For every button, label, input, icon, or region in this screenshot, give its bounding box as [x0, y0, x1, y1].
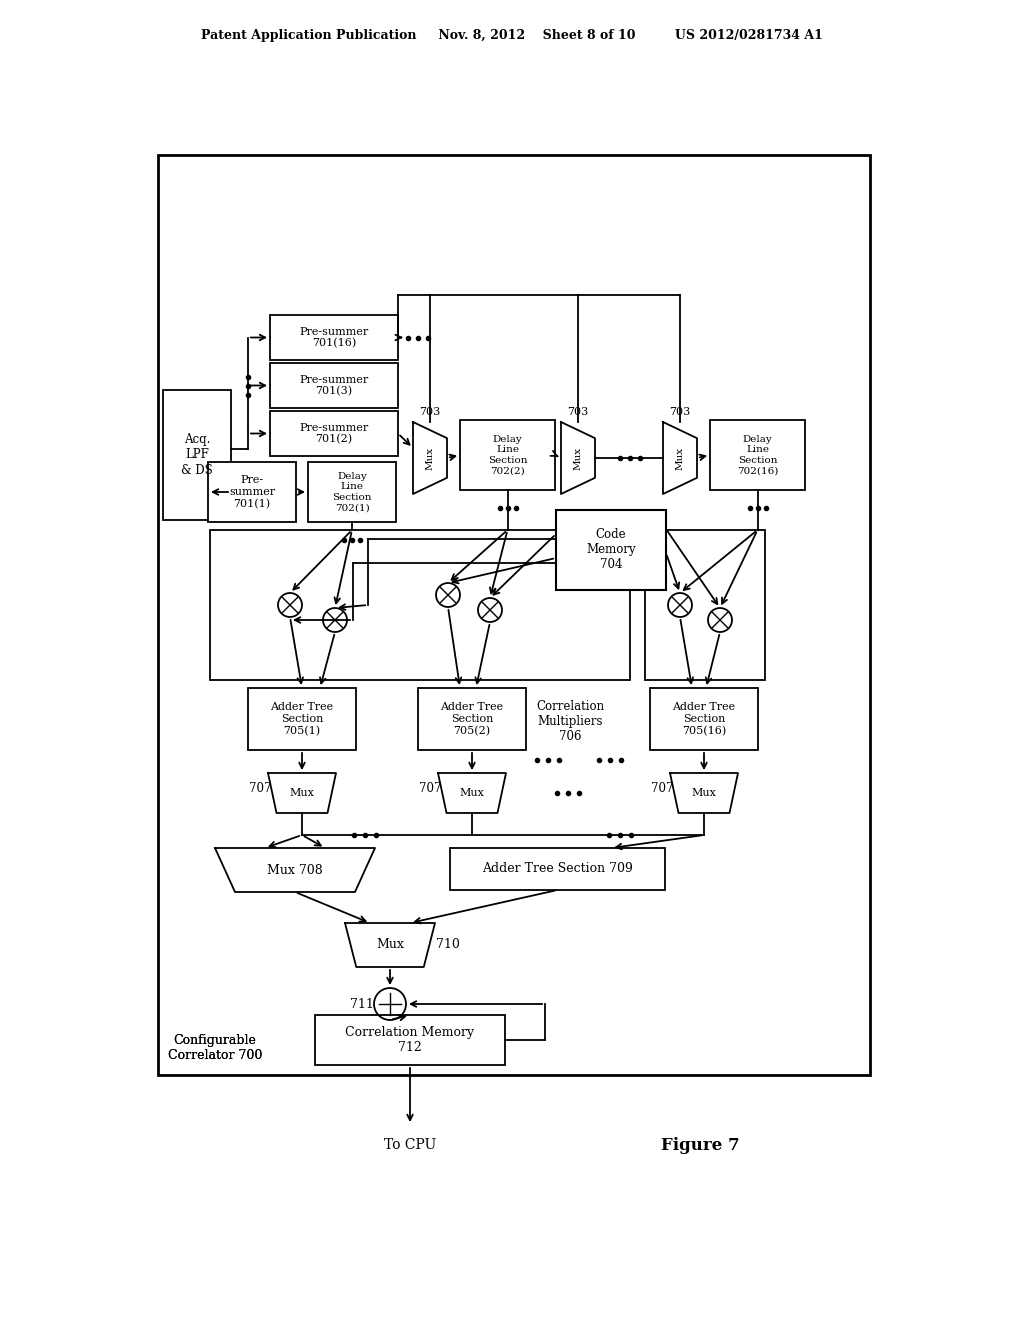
- Bar: [650, 688, 758, 750]
- Text: Mux: Mux: [376, 939, 403, 952]
- Text: Mux 708: Mux 708: [267, 863, 323, 876]
- Text: Acq.
LPF
& DS: Acq. LPF & DS: [181, 433, 213, 477]
- Text: Mux: Mux: [676, 446, 684, 470]
- Bar: [710, 420, 805, 490]
- Bar: [270, 363, 398, 408]
- Polygon shape: [438, 774, 506, 813]
- Bar: [450, 847, 665, 890]
- Text: Adder Tree
Section
705(2): Adder Tree Section 705(2): [440, 702, 504, 735]
- Polygon shape: [561, 422, 595, 494]
- Text: Mux: Mux: [573, 446, 583, 470]
- Bar: [158, 154, 870, 1074]
- Text: Code
Memory
704: Code Memory 704: [586, 528, 636, 572]
- Text: Pre-summer
701(3): Pre-summer 701(3): [299, 375, 369, 396]
- Text: Pre-summer
701(16): Pre-summer 701(16): [299, 326, 369, 348]
- Text: Delay
Line
Section
702(2): Delay Line Section 702(2): [487, 434, 527, 475]
- Bar: [270, 315, 398, 360]
- Text: Correlation
Multipliers
706: Correlation Multipliers 706: [536, 701, 604, 743]
- Text: 703: 703: [567, 407, 589, 417]
- Polygon shape: [670, 774, 738, 813]
- Bar: [556, 510, 666, 590]
- Text: 710: 710: [436, 939, 460, 952]
- Text: Adder Tree
Section
705(1): Adder Tree Section 705(1): [270, 702, 334, 735]
- Text: 703: 703: [670, 407, 690, 417]
- Text: Adder Tree Section 709: Adder Tree Section 709: [482, 862, 633, 875]
- Bar: [645, 531, 765, 680]
- Bar: [208, 462, 296, 521]
- Text: 707: 707: [249, 781, 271, 795]
- Text: Adder Tree
Section
705(16): Adder Tree Section 705(16): [673, 702, 735, 735]
- Text: Correlation Memory
712: Correlation Memory 712: [345, 1026, 474, 1053]
- Bar: [270, 411, 398, 455]
- Text: Figure 7: Figure 7: [660, 1137, 739, 1154]
- Bar: [210, 531, 630, 680]
- Text: Mux: Mux: [426, 446, 434, 470]
- Bar: [248, 688, 356, 750]
- Text: 707: 707: [650, 781, 673, 795]
- Bar: [308, 462, 396, 521]
- Polygon shape: [413, 422, 447, 494]
- Text: Mux: Mux: [691, 788, 717, 799]
- Text: Patent Application Publication     Nov. 8, 2012    Sheet 8 of 10         US 2012: Patent Application Publication Nov. 8, 2…: [201, 29, 823, 41]
- Polygon shape: [345, 923, 435, 968]
- Bar: [163, 389, 231, 520]
- Text: Mux: Mux: [290, 788, 314, 799]
- Polygon shape: [663, 422, 697, 494]
- Text: Delay
Line
Section
702(1): Delay Line Section 702(1): [332, 471, 372, 512]
- Bar: [460, 420, 555, 490]
- Text: 707: 707: [419, 781, 441, 795]
- Text: Configurable
Correlator 700: Configurable Correlator 700: [168, 1034, 262, 1063]
- Bar: [315, 1015, 505, 1065]
- Polygon shape: [215, 847, 375, 892]
- Polygon shape: [268, 774, 336, 813]
- Text: Delay
Line
Section
702(16): Delay Line Section 702(16): [737, 434, 778, 475]
- Text: Mux: Mux: [460, 788, 484, 799]
- Text: Pre-
summer
701(1): Pre- summer 701(1): [229, 475, 275, 508]
- Text: 711: 711: [350, 998, 374, 1011]
- Bar: [418, 688, 526, 750]
- Text: 703: 703: [420, 407, 440, 417]
- Text: Configurable
Correlator 700: Configurable Correlator 700: [168, 1034, 262, 1063]
- Text: Pre-summer
701(2): Pre-summer 701(2): [299, 422, 369, 445]
- Text: To CPU: To CPU: [384, 1138, 436, 1152]
